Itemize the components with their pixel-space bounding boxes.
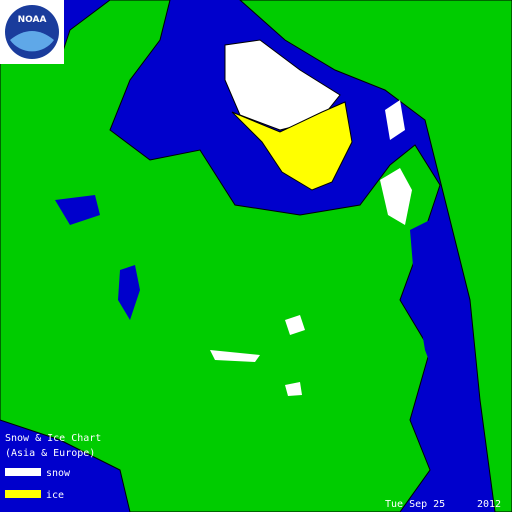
caspian-sea	[118, 265, 140, 320]
legend-swatch	[5, 468, 41, 476]
date-day: Tue Sep 25	[385, 499, 445, 510]
legend-title: Snow & Ice Chart	[5, 433, 101, 444]
date-year: 2012	[477, 499, 501, 510]
legend-items: snow ice	[5, 468, 71, 501]
legend-label: snow	[46, 468, 71, 479]
logo-wave	[10, 31, 54, 52]
landmass-east	[239, 0, 512, 512]
legend-label: ice	[46, 490, 64, 501]
snow-patch	[380, 168, 412, 225]
logo: NOAA	[0, 0, 64, 64]
snow-patch	[285, 382, 302, 396]
legend-subtitle: (Asia & Europe)	[5, 448, 95, 459]
snow-patch	[285, 315, 305, 335]
snow-patch	[210, 350, 260, 362]
landmass	[0, 0, 441, 512]
sea	[410, 220, 455, 390]
logo-text: NOAA	[18, 15, 47, 25]
legend-swatch	[5, 490, 41, 498]
sea-ice	[231, 101, 353, 191]
snow-patches	[210, 100, 412, 396]
black-sea	[55, 195, 100, 225]
snow-patch	[385, 100, 405, 140]
